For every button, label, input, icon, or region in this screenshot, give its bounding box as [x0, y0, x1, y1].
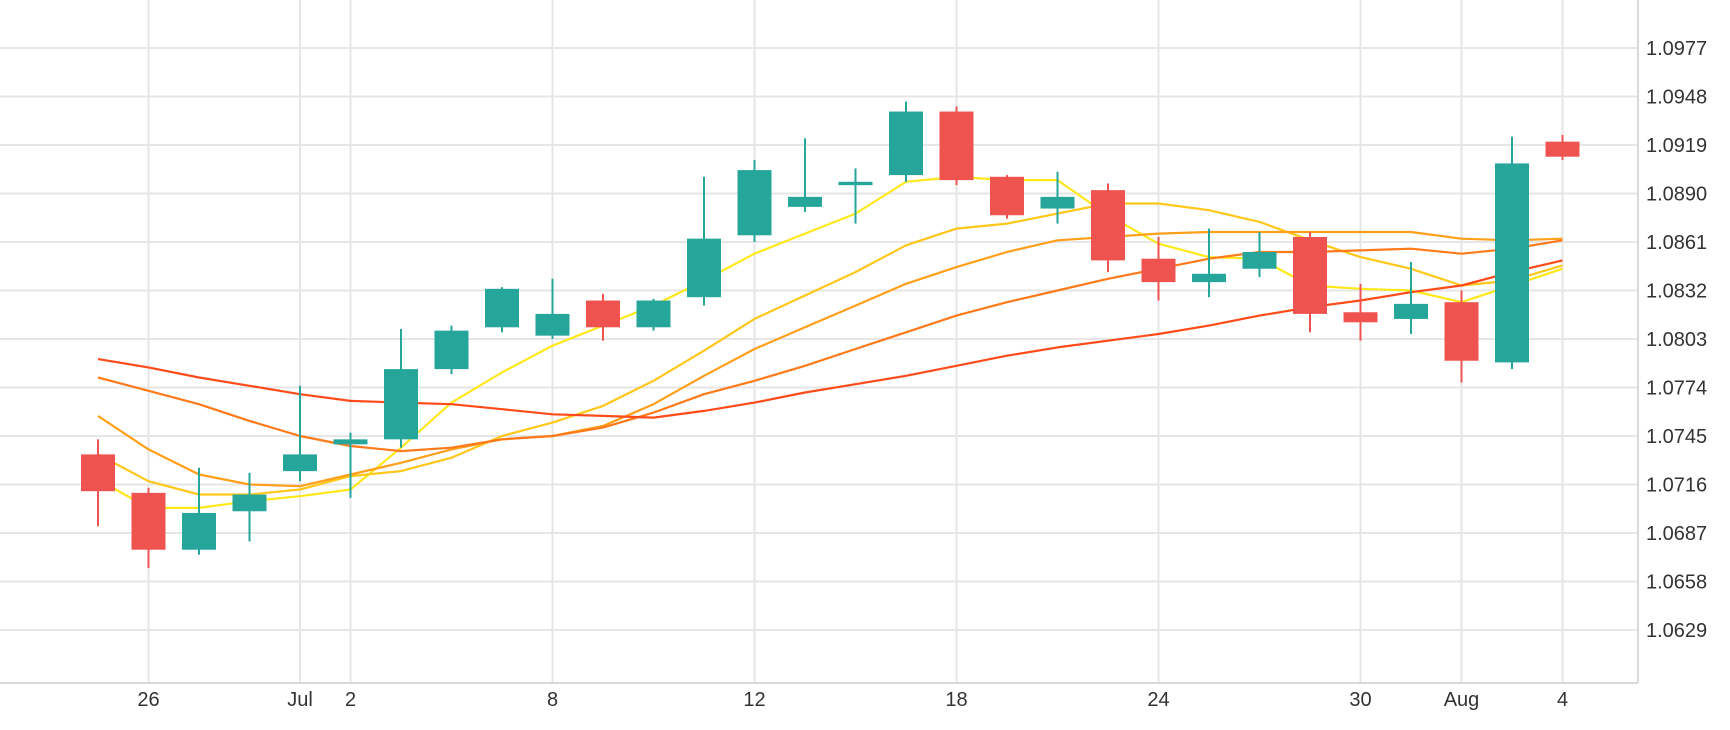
candle-body — [182, 512, 216, 550]
moving-average-line-1 — [97, 175, 1563, 509]
x-tick-label: Jul — [287, 689, 313, 711]
y-tick-label: 1.0832 — [1646, 281, 1707, 303]
x-tick-label: 12 — [743, 689, 765, 711]
candle-up — [1394, 262, 1428, 334]
candle-body — [939, 111, 974, 181]
x-tick-label: 30 — [1349, 689, 1371, 711]
candle-body — [283, 454, 317, 472]
moving-average-lines — [97, 175, 1563, 509]
candle-body — [990, 176, 1024, 216]
x-tick-label: Aug — [1444, 689, 1480, 711]
candle-body — [485, 288, 519, 328]
plot-border — [0, 0, 1639, 684]
x-tick-label: 18 — [945, 689, 967, 711]
y-tick-label: 1.0803 — [1646, 329, 1707, 351]
candle-up — [485, 287, 519, 333]
candle-down — [990, 175, 1024, 219]
candle-up — [232, 472, 267, 542]
y-tick-label: 1.0629 — [1646, 620, 1707, 642]
x-tick-label: 4 — [1557, 689, 1568, 711]
y-tick-label: 1.0716 — [1646, 475, 1707, 497]
candle-up — [1192, 228, 1226, 298]
candle-up — [333, 432, 368, 498]
moving-average-line-4 — [97, 239, 1563, 453]
candle-body — [1495, 163, 1529, 363]
y-tick-label: 1.0745 — [1646, 426, 1707, 448]
candle-body — [333, 439, 368, 445]
y-axis: 1.0977 1.0948 1.0919 1.0890 1.0861 1.0832 1.08… — [1646, 38, 1707, 642]
candle-body — [788, 196, 822, 207]
y-tick-label: 1.0948 — [1646, 87, 1707, 109]
candle-body — [81, 454, 115, 492]
candle-body — [636, 300, 671, 328]
candle-up — [1242, 231, 1277, 278]
candle-up — [788, 138, 822, 212]
candle-down — [939, 106, 974, 186]
candle-up — [434, 325, 469, 375]
y-tick-label: 1.0774 — [1646, 378, 1707, 400]
candle-up — [182, 467, 216, 555]
candle-up — [535, 278, 570, 339]
candle-body — [131, 492, 166, 550]
candle-up — [1040, 171, 1075, 224]
candle-body — [1192, 273, 1226, 283]
candle-body — [838, 181, 873, 186]
candle-up — [838, 168, 873, 224]
y-tick-label: 1.0977 — [1646, 38, 1707, 60]
candle-body — [1444, 302, 1479, 361]
y-tick-label: 1.0687 — [1646, 523, 1707, 545]
candle-body — [586, 300, 620, 328]
y-tick-label: 1.0658 — [1646, 572, 1707, 594]
candle-body — [889, 111, 923, 176]
candle-up — [737, 160, 772, 242]
candle-down — [131, 487, 166, 569]
grid-lines — [0, 0, 1638, 683]
candle-down — [1091, 183, 1125, 273]
candle-up — [636, 298, 671, 331]
candle-down — [1343, 283, 1378, 341]
candle-body — [384, 369, 418, 440]
candles — [81, 101, 1580, 569]
candle-body — [687, 238, 721, 298]
candle-body — [1394, 303, 1428, 319]
candle-body — [737, 170, 772, 236]
candle-body — [1091, 190, 1125, 261]
candle-up — [384, 328, 418, 448]
x-tick-label: 8 — [547, 689, 558, 711]
candle-body — [1343, 312, 1378, 323]
candle-body — [1040, 196, 1075, 209]
candle-body — [1293, 236, 1327, 314]
candle-body — [535, 313, 570, 336]
candle-down — [1444, 290, 1479, 383]
candle-body — [434, 330, 469, 370]
candle-up — [283, 385, 317, 482]
x-axis: 26 Jul 2 8 12 18 24 30 Aug 4 — [137, 689, 1568, 711]
candle-body — [1242, 252, 1277, 269]
candle-down — [1293, 231, 1327, 333]
x-tick-label: 24 — [1147, 689, 1169, 711]
moving-average-line-3 — [97, 230, 1563, 488]
y-tick-label: 1.0861 — [1646, 232, 1707, 254]
moving-average-line-2 — [97, 202, 1563, 496]
x-tick-label: 2 — [345, 689, 356, 711]
y-tick-label: 1.0919 — [1646, 135, 1707, 157]
x-tick-label: 26 — [137, 689, 159, 711]
candle-up — [889, 101, 923, 182]
candle-up — [1495, 136, 1529, 370]
candle-up — [687, 176, 721, 306]
candle-body — [232, 494, 267, 512]
candle-down — [81, 439, 115, 527]
candle-body — [1545, 141, 1580, 157]
candle-body — [1141, 258, 1176, 283]
candle-down — [586, 293, 620, 341]
y-tick-label: 1.0890 — [1646, 184, 1707, 206]
candle-down — [1545, 134, 1580, 161]
candle-down — [1141, 236, 1176, 301]
